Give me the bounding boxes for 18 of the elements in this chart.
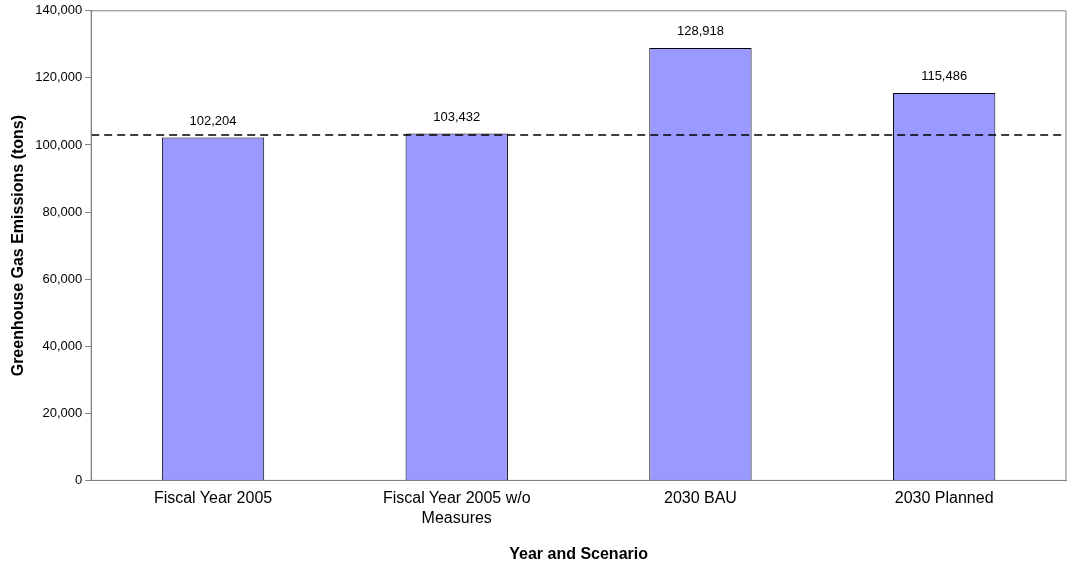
data-label: 102,204 [189, 112, 237, 128]
y-tick-label: 20,000 [42, 404, 83, 420]
x-tick-label: 2030 Planned [894, 489, 994, 507]
y-tick-label: 120,000 [35, 69, 83, 85]
x-axis-title: Year and Scenario [509, 544, 649, 562]
data-label: 128,918 [676, 23, 724, 39]
y-tick-label: 80,000 [42, 203, 83, 219]
data-label: 103,432 [433, 108, 481, 124]
y-tick-label: 0 [74, 471, 83, 487]
x-tick-label: Fiscal Year 2005 w/o Measures [382, 489, 531, 526]
data-label: 115,486 [921, 68, 968, 84]
x-tick-label: Fiscal Year 2005 [153, 489, 273, 507]
y-axis-title: Greenhouse Gas Emissions (tons) [9, 114, 27, 377]
y-tick-label: 140,000 [35, 2, 83, 18]
y-tick-label: 40,000 [42, 337, 83, 353]
y-tick-label: 60,000 [42, 270, 83, 286]
x-tick-label: 2030 BAU [663, 489, 737, 507]
y-tick-label: 100,000 [35, 136, 83, 152]
